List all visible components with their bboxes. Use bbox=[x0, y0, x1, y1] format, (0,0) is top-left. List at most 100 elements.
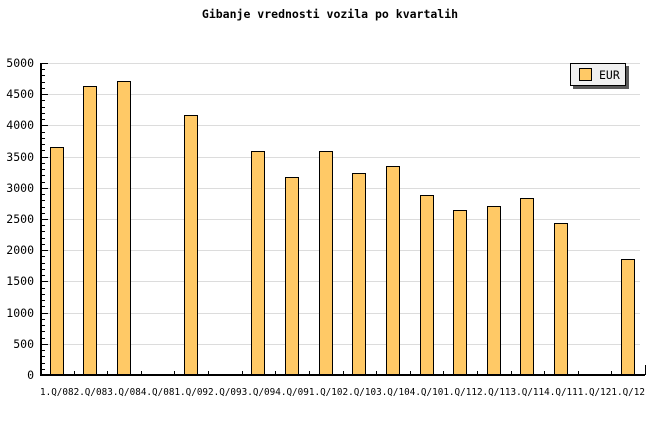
y-major-tick bbox=[42, 250, 48, 251]
y-axis-labels: 0 500 1000 1500 2000 2500 3000 3500 4000 4500 5000 bbox=[0, 57, 36, 382]
x-axis-labels: 1.Q/08 2.Q/08 3.Q/08 4.Q/08 1.Q/09 2.Q/09 3.Q/… bbox=[40, 387, 645, 399]
x-tick-label: 4.Q/11 bbox=[544, 387, 578, 398]
y-tick-label: 500 bbox=[13, 337, 34, 351]
y-major-tick bbox=[42, 344, 48, 345]
x-boundary-tick bbox=[611, 371, 612, 375]
x-boundary-tick bbox=[174, 371, 175, 375]
y-minor-tick bbox=[42, 231, 45, 232]
bar bbox=[251, 151, 265, 375]
x-tick-label: 4.Q/08 bbox=[140, 387, 175, 398]
y-minor-tick bbox=[42, 269, 45, 270]
bar bbox=[117, 81, 131, 375]
y-minor-tick bbox=[42, 306, 45, 307]
x-boundary-tick bbox=[242, 371, 243, 375]
x-boundary-tick bbox=[544, 371, 545, 375]
y-minor-tick bbox=[42, 294, 45, 295]
y-minor-tick bbox=[42, 238, 45, 239]
gridline bbox=[40, 63, 640, 64]
gridline bbox=[40, 344, 640, 345]
y-minor-tick bbox=[42, 75, 45, 76]
y-tick-label: 3000 bbox=[6, 181, 34, 195]
y-minor-tick bbox=[42, 288, 45, 289]
y-minor-tick bbox=[42, 300, 45, 301]
x-tick-label: 2.Q/11 bbox=[476, 387, 511, 398]
x-tick-label: 3.Q/11 bbox=[510, 387, 545, 398]
legend: EUR bbox=[570, 63, 626, 86]
bar bbox=[83, 86, 97, 375]
x-tick-label: 1.Q/09 bbox=[174, 387, 209, 398]
gridline bbox=[40, 281, 640, 282]
y-minor-tick bbox=[42, 163, 45, 164]
y-minor-tick bbox=[42, 331, 45, 332]
y-minor-tick bbox=[42, 225, 45, 226]
y-minor-tick bbox=[42, 325, 45, 326]
y-minor-tick bbox=[42, 88, 45, 89]
x-boundary-tick bbox=[275, 371, 276, 375]
x-boundary-tick bbox=[74, 371, 75, 375]
y-minor-tick bbox=[42, 356, 45, 357]
y-major-tick bbox=[42, 188, 48, 189]
gridline bbox=[40, 250, 640, 251]
x-tick-label: 3.Q/10 bbox=[376, 387, 410, 398]
x-boundary-tick bbox=[477, 371, 478, 375]
y-major-tick bbox=[42, 313, 48, 314]
y-tick-label: 4500 bbox=[6, 87, 34, 101]
gridline bbox=[40, 219, 640, 220]
plot-area bbox=[40, 63, 646, 376]
y-minor-tick bbox=[42, 213, 45, 214]
x-tick-label: 1.Q/11 bbox=[443, 387, 477, 398]
y-major-tick bbox=[42, 63, 48, 64]
y-tick-label: 3500 bbox=[6, 150, 34, 164]
bar bbox=[554, 223, 568, 375]
x-tick-label: 3.Q/08 bbox=[107, 387, 141, 398]
y-minor-tick bbox=[42, 194, 45, 195]
gridline bbox=[40, 125, 640, 126]
chart-title: Gibanje vrednosti vozila po kvartalih bbox=[201, 7, 459, 21]
y-minor-tick bbox=[42, 138, 45, 139]
x-boundary-tick bbox=[578, 371, 579, 375]
y-tick-label: 1500 bbox=[6, 274, 34, 288]
y-major-tick bbox=[42, 125, 48, 126]
y-minor-tick bbox=[42, 100, 45, 101]
x-tick-label: 1.Q/12 bbox=[577, 387, 612, 398]
y-minor-tick bbox=[42, 132, 45, 133]
y-minor-tick bbox=[42, 350, 45, 351]
x-tick-label: 1.Q/12 bbox=[611, 387, 645, 398]
gridline bbox=[40, 188, 640, 189]
x-boundary-tick bbox=[107, 371, 108, 375]
y-minor-tick bbox=[42, 82, 45, 83]
gridline bbox=[40, 157, 640, 158]
x-boundary-tick bbox=[141, 371, 142, 375]
y-minor-tick bbox=[42, 369, 45, 370]
bar bbox=[487, 206, 501, 375]
y-minor-tick bbox=[42, 263, 45, 264]
y-minor-tick bbox=[42, 363, 45, 364]
x-tick-label: 2.Q/10 bbox=[342, 387, 377, 398]
y-minor-tick bbox=[42, 200, 45, 201]
y-minor-tick bbox=[42, 150, 45, 151]
x-tick-label: 4.Q/09 bbox=[275, 387, 309, 398]
y-minor-tick bbox=[42, 319, 45, 320]
x-tick-label: 1.Q/10 bbox=[308, 387, 343, 398]
y-major-tick bbox=[42, 219, 48, 220]
y-tick-label: 2000 bbox=[6, 243, 34, 257]
legend-label: EUR bbox=[599, 67, 620, 82]
y-major-tick bbox=[42, 94, 48, 95]
bar bbox=[352, 173, 366, 375]
bar bbox=[50, 147, 64, 375]
y-minor-tick bbox=[42, 182, 45, 183]
y-minor-tick bbox=[42, 169, 45, 170]
y-tick-label: 5000 bbox=[6, 56, 34, 70]
x-axis-line bbox=[40, 374, 645, 376]
bar bbox=[420, 195, 434, 375]
x-boundary-tick bbox=[208, 371, 209, 375]
y-tick-label: 0 bbox=[27, 368, 34, 382]
y-minor-tick bbox=[42, 275, 45, 276]
x-tick-label: 2.Q/09 bbox=[208, 387, 242, 398]
gridline bbox=[40, 94, 640, 95]
x-boundary-tick bbox=[410, 371, 411, 375]
x-tick-label: 4.Q/10 bbox=[409, 387, 444, 398]
x-boundary-tick bbox=[40, 371, 41, 375]
y-tick-label: 1000 bbox=[6, 306, 34, 320]
